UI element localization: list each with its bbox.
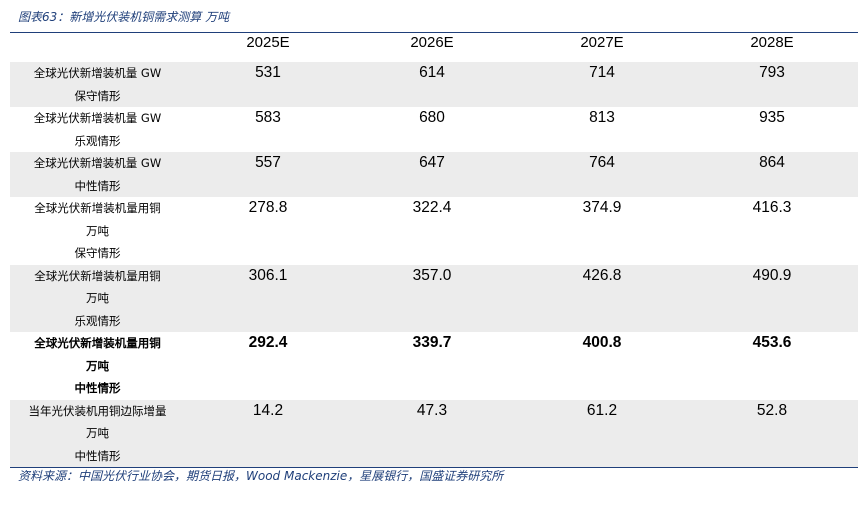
cell: 614 bbox=[419, 64, 445, 81]
row-label: 中性情形 bbox=[74, 448, 121, 463]
column-header: 2028E bbox=[750, 34, 794, 51]
row-background bbox=[10, 152, 858, 197]
row-background bbox=[10, 62, 858, 107]
cell: 583 bbox=[255, 109, 281, 126]
column-header: 2025E bbox=[246, 34, 290, 51]
cell: 764 bbox=[589, 154, 615, 171]
row-label: 万吨 bbox=[86, 223, 109, 238]
row-background bbox=[10, 399, 858, 467]
row-label: 万吨 bbox=[86, 426, 109, 440]
row-label: 全球光伏新增装机量用铜 bbox=[34, 201, 161, 215]
cell: 416.3 bbox=[752, 199, 792, 216]
cell: 278.8 bbox=[248, 199, 288, 216]
row-label: 全球光伏新增装机量 GW bbox=[33, 156, 162, 170]
cell: 490.9 bbox=[752, 266, 792, 284]
row-label: 保守情形 bbox=[74, 246, 121, 260]
cell: 864 bbox=[759, 154, 785, 171]
row-label: 乐观情形 bbox=[74, 133, 121, 148]
source: 资料来源：中国光伏行业协会，期货日报，Wood Mackenzie，星展银行，国… bbox=[18, 469, 504, 483]
title: 图表63：新增光伏装机铜需求测算 万吨 bbox=[18, 10, 230, 24]
row-label: 保守情形 bbox=[74, 88, 121, 103]
row-label: 乐观情形 bbox=[74, 313, 121, 328]
cell: 531 bbox=[255, 64, 281, 81]
cell: 714 bbox=[589, 64, 615, 81]
cell: 935 bbox=[759, 109, 785, 126]
cell: 400.8 bbox=[582, 334, 622, 351]
cell: 14.2 bbox=[252, 401, 284, 419]
cell: 374.9 bbox=[582, 199, 622, 216]
cell: 357.0 bbox=[412, 266, 452, 284]
cell: 306.1 bbox=[248, 266, 288, 284]
row-label: 全球光伏新增装机量用铜 bbox=[34, 268, 161, 283]
row-label: 全球光伏新增装机量用铜 bbox=[34, 336, 161, 350]
cell: 322.4 bbox=[412, 199, 452, 216]
row-label: 万吨 bbox=[86, 291, 109, 305]
cell: 453.6 bbox=[752, 334, 792, 351]
row-label: 中性情形 bbox=[74, 381, 121, 395]
row-label: 当年光伏装机用铜边际增量 bbox=[28, 403, 167, 418]
cell: 61.2 bbox=[586, 401, 618, 419]
cell: 339.7 bbox=[412, 334, 452, 351]
bottom-rule bbox=[10, 467, 858, 468]
row-label: 中性情形 bbox=[74, 178, 121, 193]
cell: 813 bbox=[589, 109, 615, 126]
column-header: 2027E bbox=[580, 34, 624, 51]
cell: 557 bbox=[255, 154, 281, 171]
cell: 680 bbox=[419, 109, 445, 126]
top-rule bbox=[10, 32, 858, 33]
column-header: 2026E bbox=[410, 34, 454, 51]
row-label: 万吨 bbox=[86, 358, 109, 373]
cell: 426.8 bbox=[582, 266, 622, 284]
cell: 47.3 bbox=[416, 401, 448, 419]
cell: 52.8 bbox=[756, 401, 788, 419]
cell: 793 bbox=[759, 64, 785, 81]
cell: 292.4 bbox=[248, 334, 288, 351]
cell: 647 bbox=[419, 154, 445, 171]
row-background bbox=[10, 264, 858, 332]
row-label: 全球光伏新增装机量 GW bbox=[33, 111, 162, 125]
row-label: 全球光伏新增装机量 GW bbox=[33, 66, 162, 80]
